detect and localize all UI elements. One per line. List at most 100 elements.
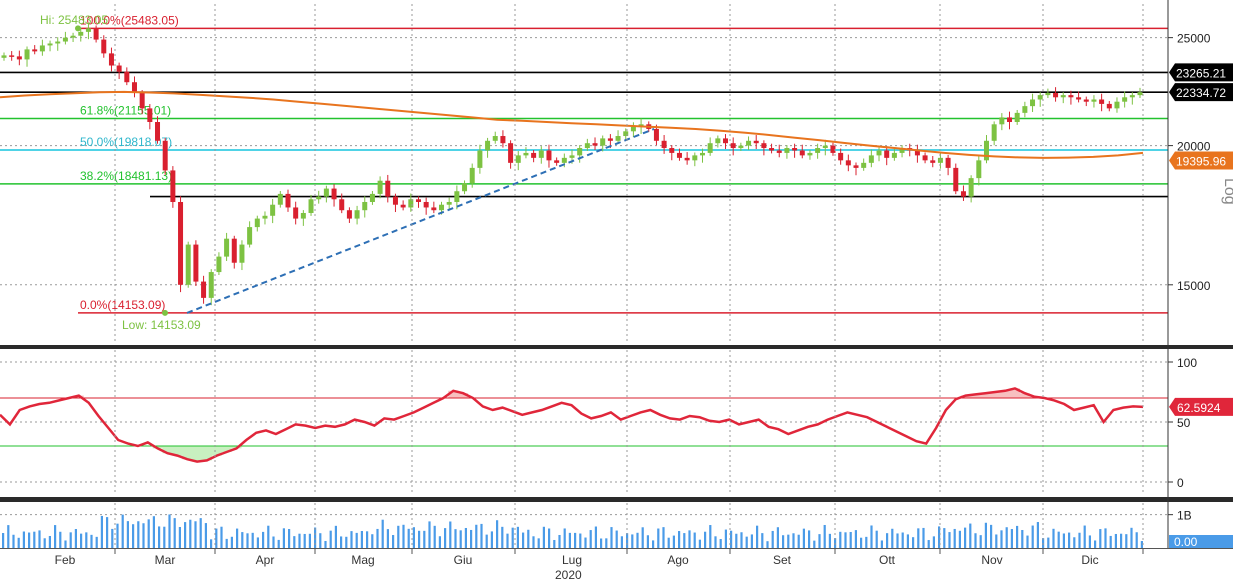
x-tick-label: Mar <box>155 553 176 567</box>
volume-bar <box>865 536 868 548</box>
volume-bar <box>1026 535 1029 548</box>
candle <box>39 45 45 52</box>
volume-bar <box>958 530 961 548</box>
volume-bar <box>132 524 135 548</box>
volume-bar <box>355 532 358 548</box>
volume-bar <box>782 535 785 548</box>
candle <box>362 201 368 211</box>
volume-bar <box>709 525 712 548</box>
volume-bar <box>516 526 519 548</box>
volume-bar <box>797 534 800 548</box>
volume-bar <box>54 525 57 548</box>
x-tick-label: Ago <box>667 553 689 567</box>
volume-bar <box>688 530 691 548</box>
candle <box>101 39 107 54</box>
volume-bar <box>1130 527 1133 548</box>
volume-bar <box>59 531 62 548</box>
volume-bar <box>927 540 930 548</box>
volume-bar <box>1036 522 1039 548</box>
candle <box>78 31 84 36</box>
volume-bar <box>210 539 213 548</box>
candle <box>561 157 567 163</box>
volume-bar <box>324 540 327 548</box>
fib-label: 100.0%(25483.05) <box>80 13 179 27</box>
candle <box>922 155 928 161</box>
volume-bar <box>1099 529 1102 548</box>
candle <box>861 162 867 168</box>
volume-bar <box>563 528 566 548</box>
volume-bar <box>428 521 431 548</box>
candle <box>131 82 137 93</box>
volume-bar <box>433 525 436 548</box>
candle <box>1022 106 1028 113</box>
candle <box>331 188 337 200</box>
hi-label: Hi: 25483.05 <box>40 13 108 27</box>
volume-bar <box>740 532 743 548</box>
candle <box>1083 99 1089 102</box>
volume-bar <box>137 521 140 548</box>
volume-bar <box>423 530 426 548</box>
volume-bar <box>657 528 660 548</box>
volume-bar <box>418 530 421 548</box>
candle <box>124 71 130 83</box>
volume-bar <box>1104 528 1107 548</box>
volume-bar <box>267 525 270 548</box>
candle <box>1060 95 1066 98</box>
volume-bar <box>126 521 129 548</box>
volume-bar <box>168 514 171 548</box>
candle <box>1030 99 1036 107</box>
volume-bar <box>449 521 452 548</box>
volume-bar <box>1140 541 1143 548</box>
volume-bar <box>381 519 384 548</box>
volume-bar <box>69 532 72 548</box>
candle <box>270 204 276 216</box>
candle <box>108 53 114 66</box>
candle <box>392 196 398 205</box>
volume-bar <box>912 537 915 548</box>
volume-bar <box>33 531 36 548</box>
candle <box>769 148 775 151</box>
candle <box>738 145 744 149</box>
candle <box>991 124 997 141</box>
volume-bar <box>1120 533 1123 548</box>
volume-bar <box>620 536 623 548</box>
candle <box>477 150 483 168</box>
volume-bar <box>90 534 93 548</box>
candle <box>822 145 828 149</box>
volume-bar <box>626 533 629 548</box>
candle <box>170 170 176 202</box>
volume-bar <box>901 532 904 548</box>
volume-bar <box>813 540 816 548</box>
volume-bar <box>906 534 909 548</box>
candle <box>247 227 253 245</box>
volume-bar <box>350 531 353 548</box>
candle <box>485 140 491 151</box>
candle <box>983 140 989 161</box>
volume-bar <box>397 525 400 548</box>
volume-bar <box>12 534 15 548</box>
candle <box>1076 97 1082 100</box>
candle <box>730 143 736 149</box>
candle <box>876 150 882 156</box>
candle <box>377 180 383 194</box>
candle <box>492 136 498 141</box>
volume-bar <box>948 532 951 548</box>
volume-bar <box>532 536 535 548</box>
volume-bar <box>38 530 41 548</box>
volume-bar <box>802 528 805 548</box>
volume-bar <box>860 537 863 548</box>
volume-bar <box>194 521 197 548</box>
volume-bar <box>80 533 83 548</box>
volume-bar <box>7 525 10 548</box>
volume-bar <box>568 532 571 548</box>
volume-bar <box>282 528 285 548</box>
trend-line <box>186 128 655 314</box>
candle <box>224 238 230 257</box>
volume-bar <box>896 533 899 548</box>
volume-bar <box>106 517 109 548</box>
candle <box>1122 97 1128 102</box>
low-label: Low: 14153.09 <box>122 318 201 332</box>
candle <box>600 138 606 146</box>
candle <box>55 41 61 44</box>
volume-bar <box>1109 535 1112 548</box>
